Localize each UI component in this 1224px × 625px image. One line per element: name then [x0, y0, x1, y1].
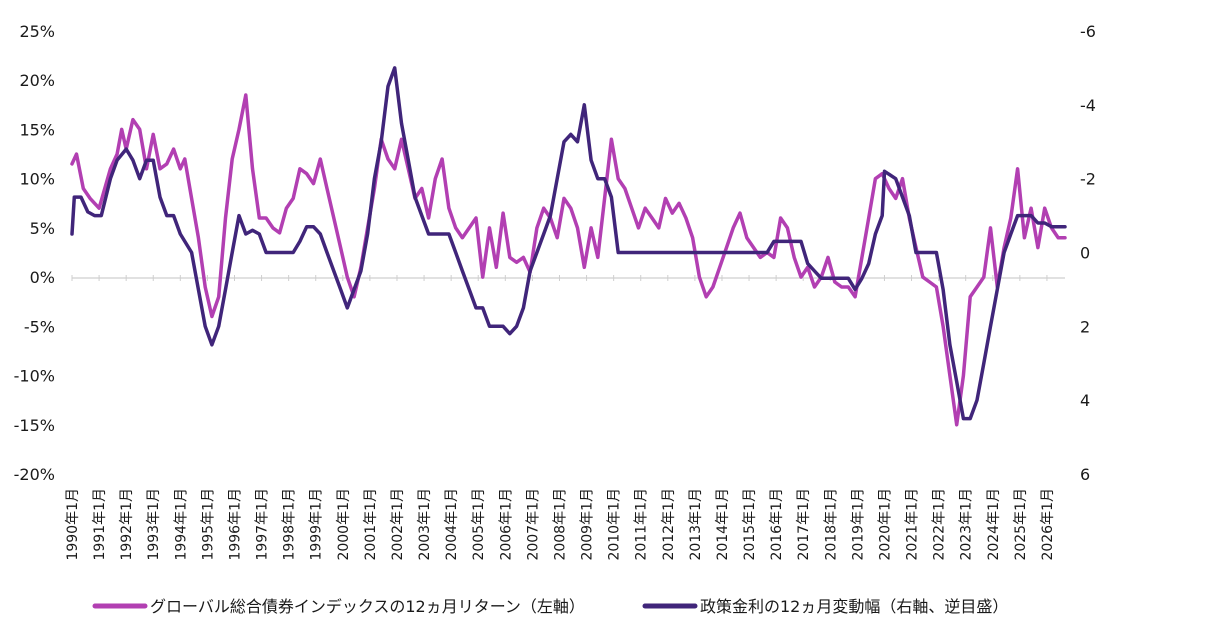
- y-left-tick-label: 5%: [30, 219, 55, 238]
- x-tick-label: 2007年1月: [525, 488, 541, 561]
- legend-label-1: グローバル総合債券インデックスの12ヵ月リターン（左軸）: [150, 597, 585, 616]
- x-tick-label: 1996年1月: [227, 488, 243, 561]
- y-right-tick-label: 4: [1080, 391, 1090, 410]
- legend: グローバル総合債券インデックスの12ヵ月リターン（左軸） 政策金利の12ヵ月変動幅…: [92, 597, 1008, 616]
- x-tick-label: 2016年1月: [769, 488, 785, 561]
- series-layer: [70, 66, 1067, 427]
- x-tick-label: 2009年1月: [580, 488, 596, 561]
- x-tick-label: 2004年1月: [444, 488, 460, 561]
- x-tick-label: 2003年1月: [417, 488, 433, 561]
- legend-label-2: 政策金利の12ヵ月変動幅（右軸、逆目盛）: [700, 597, 1008, 616]
- y-left-tick-label: -15%: [14, 416, 55, 435]
- x-tick-label: 2000年1月: [336, 488, 352, 561]
- x-tick-label: 2019年1月: [850, 488, 866, 561]
- x-tick-label: 2006年1月: [498, 488, 514, 561]
- x-tick-label: 2018年1月: [823, 488, 839, 561]
- x-tick-label: 2021年1月: [905, 488, 921, 561]
- x-tick-label: 2002年1月: [390, 488, 406, 561]
- x-tick-label: 2023年1月: [959, 488, 975, 561]
- x-tick-label: 1998年1月: [282, 488, 298, 561]
- y-left-tick-label: 0%: [30, 268, 55, 287]
- x-tick-label: 1995年1月: [200, 488, 216, 561]
- y-right-tick-label: 0: [1080, 244, 1090, 263]
- y-left-tick-label: -5%: [24, 317, 55, 336]
- x-tick-label: 1997年1月: [255, 488, 271, 561]
- x-tick-label: 2010年1月: [607, 488, 623, 561]
- x-tick-label: 1991年1月: [92, 488, 108, 561]
- y-left-tick-label: 15%: [19, 120, 55, 139]
- y-right-tick-label: 2: [1080, 317, 1090, 336]
- series-line-2: [70, 66, 1067, 421]
- y-right-tick-label: -4: [1080, 96, 1096, 115]
- y-left-tick-label: 10%: [19, 170, 55, 189]
- x-tick-label: 2011年1月: [634, 488, 650, 561]
- x-tick-label: 1994年1月: [173, 488, 189, 561]
- y-right-tick-label: -6: [1080, 22, 1096, 41]
- series-line-1: [70, 93, 1067, 427]
- x-tick-label: 2017年1月: [796, 488, 812, 561]
- x-tick-label: 2005年1月: [471, 488, 487, 561]
- x-tick-label: 2014年1月: [715, 488, 731, 561]
- x-tick-label: 2026年1月: [1040, 488, 1056, 561]
- x-axis: 1990年1月 1991年1月 1992年1月 1993年1月 1994年1月 1995年…: [65, 275, 1056, 561]
- y-left-tick-label: 25%: [19, 22, 55, 41]
- x-tick-label: 2013年1月: [688, 488, 704, 561]
- x-tick-label: 2015年1月: [742, 488, 758, 561]
- x-tick-label: 2025年1月: [1013, 488, 1029, 561]
- x-tick-label: 2012年1月: [661, 488, 677, 561]
- x-tick-label: 1990年1月: [65, 488, 81, 561]
- y-right-axis: -6 -4 -2 0 2 4 6: [1080, 22, 1096, 484]
- x-tick-label: 2024年1月: [986, 488, 1002, 561]
- x-tick-label: 2001年1月: [363, 488, 379, 561]
- y-right-tick-label: -2: [1080, 170, 1096, 189]
- x-tick-label: 1992年1月: [119, 488, 135, 561]
- y-right-tick-label: 6: [1080, 465, 1090, 484]
- x-tick-label: 2020年1月: [877, 488, 893, 561]
- x-tick-label: 1999年1月: [309, 488, 325, 561]
- x-tick-label: 2022年1月: [932, 488, 948, 561]
- x-tick-label: 1993年1月: [146, 488, 162, 561]
- y-left-tick-label: -10%: [14, 367, 55, 386]
- x-tick-label: 2008年1月: [552, 488, 568, 561]
- y-left-tick-label: -20%: [14, 465, 55, 484]
- y-left-tick-label: 20%: [19, 71, 55, 90]
- y-left-axis: -20% -15% -10% -5% 0% 5% 10% 15% 20% 25%: [14, 22, 55, 484]
